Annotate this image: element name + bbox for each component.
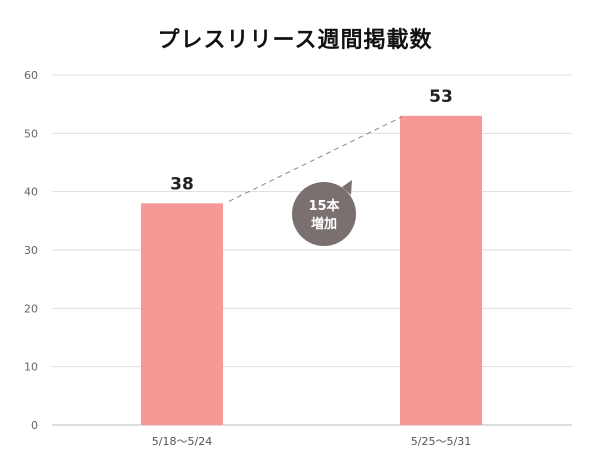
bar [400, 115, 482, 425]
y-tick-label: 10 [24, 361, 38, 374]
y-tick-label: 30 [24, 244, 38, 257]
x-tick-label: 5/18〜5/24 [152, 435, 212, 448]
data-label: 38 [170, 174, 194, 194]
chart-title: プレスリリース週間掲載数 [157, 28, 433, 53]
annotation-text: 15本 [308, 198, 339, 214]
y-tick-label: 20 [24, 302, 38, 315]
data-label: 53 [429, 87, 453, 107]
annotation-bubble-tail [342, 180, 352, 195]
y-tick-label: 40 [24, 186, 38, 199]
annotation-text: 増加 [311, 216, 337, 232]
y-tick-label: 0 [31, 419, 38, 432]
y-tick-label: 50 [24, 127, 38, 140]
bar [141, 203, 223, 425]
x-tick-label: 5/25〜5/31 [411, 435, 471, 448]
annotation-bubble [292, 182, 356, 246]
y-tick-label: 60 [24, 69, 38, 82]
